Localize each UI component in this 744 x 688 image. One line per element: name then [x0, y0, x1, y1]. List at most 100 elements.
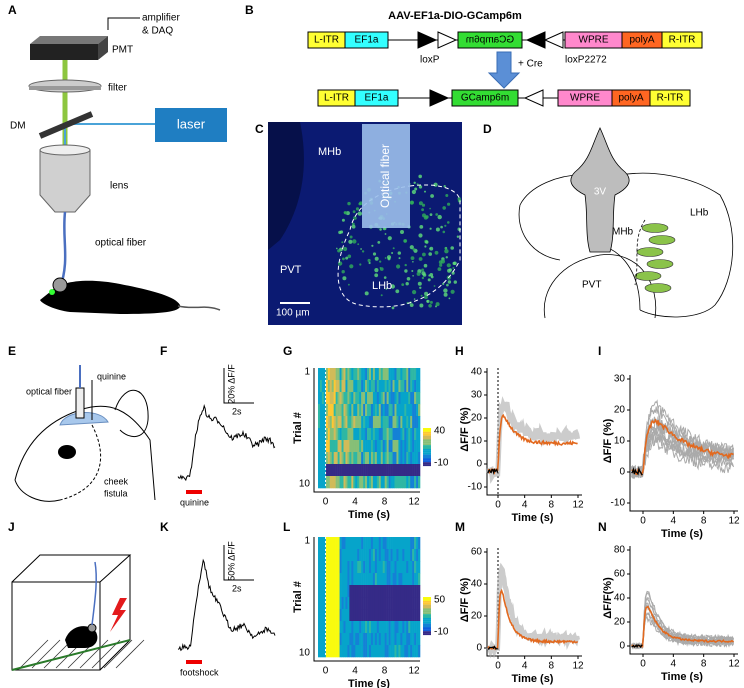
heat-cell — [392, 597, 395, 610]
cell — [400, 230, 404, 234]
heat-cell — [361, 476, 364, 489]
heat-cell — [363, 609, 366, 622]
heat-cell — [321, 609, 325, 622]
heat-cell — [327, 416, 331, 429]
heat-cell — [392, 609, 395, 622]
heat-cell — [402, 609, 405, 622]
heat-cell — [359, 428, 362, 441]
cell — [443, 288, 448, 293]
cell — [392, 247, 395, 250]
cell — [374, 268, 379, 273]
panel-label: K — [160, 520, 169, 534]
heat-cell — [353, 440, 356, 453]
heat-cell — [384, 368, 387, 381]
panel-label: B — [245, 3, 254, 17]
heat-cell — [353, 609, 356, 622]
x-tick-label: 4 — [522, 500, 528, 511]
cell — [418, 233, 423, 238]
cell — [442, 206, 447, 210]
heat-cell — [396, 380, 399, 393]
label: ΔF/F (%) — [602, 418, 614, 463]
heat-cell — [345, 464, 348, 477]
heat-cell — [355, 416, 358, 429]
heat-cell — [367, 621, 370, 634]
heat-cell — [327, 597, 331, 610]
heat-cell — [341, 537, 344, 550]
heat-cell — [323, 633, 327, 646]
heat-cell — [363, 549, 366, 562]
heat-cell — [414, 633, 417, 646]
heat-cell — [406, 476, 409, 489]
heat-cell — [412, 621, 415, 634]
heat-cell — [351, 537, 354, 550]
label: LHb — [690, 208, 709, 219]
heat-cell — [327, 392, 331, 405]
heat-cell — [376, 621, 380, 634]
heat-cell — [374, 440, 378, 453]
colorbar-cell — [423, 441, 431, 444]
heat-cell — [327, 440, 331, 453]
heat-cell — [372, 597, 376, 610]
heat-cell — [408, 380, 411, 393]
heat-cell — [374, 464, 378, 477]
heat-cell — [376, 633, 380, 646]
element-box — [661, 31, 703, 49]
heat-cell — [404, 633, 407, 646]
heat-cell — [365, 633, 368, 646]
heat-cell — [319, 573, 323, 586]
colorbar-cell — [423, 431, 431, 434]
heat-cell — [394, 464, 397, 477]
heat-cell — [388, 597, 391, 610]
heat-cell — [365, 609, 368, 622]
heat-cell — [331, 464, 334, 477]
heat-cell — [319, 368, 323, 381]
heat-cell — [388, 573, 391, 586]
heat-cell — [365, 645, 368, 658]
y-tick-label: 30 — [614, 374, 626, 385]
heat-cell — [394, 368, 397, 381]
label: EF1a — [355, 35, 379, 46]
heat-cell — [318, 609, 321, 622]
heat-cell — [398, 428, 401, 441]
heat-cell — [382, 440, 385, 453]
heat-cell — [321, 428, 325, 441]
heat-cell — [380, 537, 384, 550]
heat-cell — [398, 476, 401, 489]
x-tick-label: 12 — [572, 500, 584, 511]
heat-cell — [376, 549, 380, 562]
heat-cell — [363, 633, 366, 646]
heat-cell — [345, 597, 348, 610]
heat-cell — [394, 609, 397, 622]
heat-cell — [325, 452, 329, 465]
heat-cell — [386, 368, 389, 381]
heat-cell — [370, 452, 374, 465]
heat-cell — [374, 476, 378, 489]
heat-cell — [414, 428, 417, 441]
cell — [446, 283, 449, 287]
heat-cell — [400, 645, 403, 658]
heat-cell — [392, 404, 395, 417]
heat-cell — [416, 416, 419, 429]
heat-cell — [376, 597, 380, 610]
heat-cell — [374, 645, 378, 658]
y-tick-label: 0 — [476, 459, 482, 470]
heat-cell — [337, 428, 340, 441]
heat-cell — [339, 452, 342, 465]
heat-cell — [363, 404, 366, 417]
heat-cell — [382, 645, 385, 658]
heat-cell — [388, 633, 391, 646]
heat-cell — [318, 380, 321, 393]
heat-cell — [329, 621, 333, 634]
heat-cell — [398, 380, 401, 393]
cell — [384, 233, 387, 235]
heat-cell — [404, 464, 407, 477]
filter-edge — [29, 86, 101, 90]
cell — [427, 278, 431, 282]
heat-cell — [378, 633, 382, 646]
heat-cell — [418, 573, 421, 586]
heat-cell — [382, 392, 385, 405]
heat-cell — [392, 633, 395, 646]
heat-cell — [325, 476, 329, 489]
heat-cell — [329, 633, 333, 646]
panel-label: E — [8, 344, 16, 358]
